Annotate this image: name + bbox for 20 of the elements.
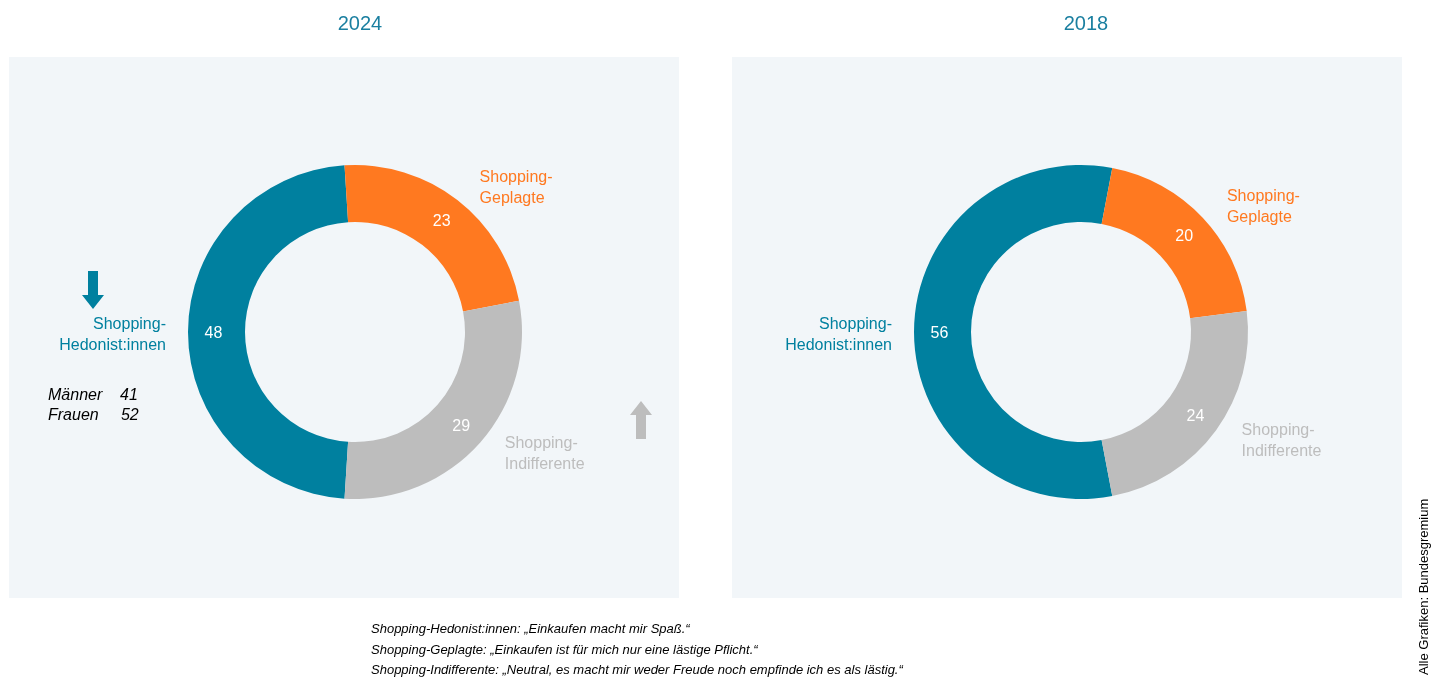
chart-title: 2018 [1063,12,1109,34]
text: Alle Grafiken: Bundesgremium [1416,498,1431,675]
data-label: 20 [1175,226,1194,244]
slice-label: Shopping- Geplagte [1226,187,1300,226]
slice-label: Shopping- Geplagte [479,167,553,206]
text: Shopping-Indifferente: „Neutral, es macht mir weder Freude noch empfinde ich es als lästig.“ [371,662,903,677]
slice-label: Shopping- Indifferente [504,434,585,473]
slice-label: Shopping- Hedonist:innen [785,315,892,353]
chart-title: 2024 [337,12,383,34]
legend-label: Shopping- Hedonist:innen [59,315,166,353]
data-label: 48 [204,323,223,341]
text: Männer 41 [48,386,138,404]
text: Shopping-Hedonist:innen: „Einkaufen macht mir Spaß.“ [371,621,690,636]
text: Frauen 52 [48,406,139,424]
data-label: 23 [432,211,451,229]
slice-label: Shopping- Indifferente [1241,420,1322,459]
data-label: 56 [930,323,949,341]
data-label: 29 [452,417,471,435]
data-label: 24 [1186,406,1205,424]
text: Shopping-Geplagte: „Einkaufen ist für mich nur eine lästige Pflicht.“ [371,642,758,657]
